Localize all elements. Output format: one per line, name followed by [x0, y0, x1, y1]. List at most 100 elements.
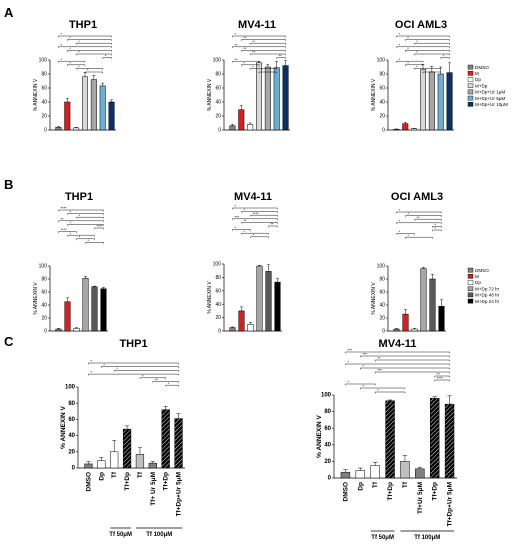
- sig-label: *: [425, 68, 427, 73]
- panel-letter-b: B: [4, 177, 13, 192]
- bar-m: [238, 310, 245, 332]
- bar-tf-dp: [161, 409, 170, 469]
- sig-label: ****: [61, 227, 68, 232]
- sig-label: *: [252, 64, 254, 69]
- bar-dmso: [84, 463, 93, 469]
- y-tick-label: 0: [382, 128, 385, 134]
- sig-label: *: [416, 64, 418, 69]
- y-tick-label: 100: [39, 264, 48, 270]
- bar-dp: [73, 127, 80, 131]
- y-tick-label: 100: [321, 393, 332, 399]
- legend-swatch: [467, 286, 474, 292]
- x-category-label: DMSO: [342, 482, 349, 502]
- sig-label: *: [235, 204, 237, 209]
- bar-dp: [247, 124, 254, 131]
- bar-m: [238, 109, 245, 131]
- sig-label: *: [244, 229, 246, 234]
- legend-label: M+Dp: [475, 83, 488, 88]
- y-axis-title: % ANNEXIN V: [371, 282, 377, 315]
- bar-dmso: [55, 328, 62, 332]
- sig-label: *: [377, 388, 379, 393]
- sig-label: *: [253, 232, 255, 237]
- legend-label: M+Dp 24 hr: [475, 299, 500, 304]
- chart-title: THP1: [65, 191, 93, 203]
- bar-m-dp-ur-5-m: [437, 73, 444, 131]
- sig-label: *: [60, 32, 62, 37]
- y-tick-label: 60: [68, 417, 75, 423]
- y-tick-label: 100: [39, 58, 48, 64]
- bar-tf-dp-ur-5-m: [444, 403, 455, 479]
- legend-label: M: [475, 71, 479, 76]
- sig-label: *: [235, 225, 237, 230]
- bar-tf-dp-ur-5-m: [174, 418, 183, 469]
- sig-label: **: [252, 50, 256, 55]
- sig-label: *: [234, 32, 236, 37]
- sig-label: *: [60, 42, 62, 47]
- sig-label: *: [407, 60, 409, 65]
- panel-letter-a: A: [4, 5, 14, 20]
- legend-label: M+Dp 72 hr: [475, 286, 500, 291]
- bar-m-dp-ur-1-m: [264, 66, 271, 131]
- y-tick-label: 20: [215, 315, 221, 321]
- x-category-label: Tf: [402, 481, 409, 488]
- x-category-label: Tf+Dp: [163, 472, 170, 491]
- y-tick-label: 100: [213, 262, 222, 268]
- sig-label: *: [398, 57, 400, 62]
- sig-label: *: [87, 68, 89, 73]
- bar-tf-ur-5-m: [148, 462, 157, 469]
- y-tick-label: 100: [377, 58, 386, 64]
- sig-label: **: [244, 218, 248, 223]
- y-tick-label: 20: [41, 114, 47, 120]
- y-tick-label: 100: [377, 264, 386, 270]
- sig-label: *: [416, 39, 418, 44]
- bar-tf-dp: [122, 428, 132, 469]
- y-axis-title: % ANNEXIN V: [371, 78, 377, 111]
- bar-tf: [135, 453, 145, 469]
- chart-title: OCI AML3: [391, 191, 443, 203]
- y-tick-label: 80: [379, 277, 385, 283]
- bar-dmso: [55, 126, 62, 131]
- bar-m-dp-48-hr: [265, 271, 272, 332]
- bar-tf: [110, 451, 119, 469]
- legend-swatch: [467, 83, 474, 88]
- sig-label: *: [435, 226, 437, 231]
- sig-label: **: [234, 42, 238, 47]
- sig-label: *: [398, 32, 400, 37]
- bar-m-dp-ur-1-m: [90, 79, 97, 131]
- x-category-label: Tf+Dp+Ur 5μM: [176, 472, 183, 516]
- bar-m-dp-ur-1-m: [428, 71, 435, 131]
- sig-label: *: [408, 211, 410, 216]
- legend-swatch: [467, 280, 474, 285]
- sig-label: *: [105, 53, 107, 58]
- sig-label: *: [79, 213, 81, 218]
- sig-label: ****: [437, 376, 444, 381]
- y-tick-label: 40: [215, 302, 221, 308]
- sig-label: ***: [362, 352, 367, 357]
- legend-label: M: [475, 274, 479, 279]
- bar-m: [64, 101, 71, 131]
- sig-label: *: [399, 229, 401, 234]
- bar-m-dp-48-hr: [429, 278, 436, 332]
- y-axis-title: % ANNEXIN V: [60, 405, 67, 448]
- y-tick-label: 60: [215, 86, 221, 92]
- bar-m-dp-24-hr: [100, 288, 107, 332]
- bar-dmso: [393, 328, 400, 332]
- sig-label: *: [79, 234, 81, 239]
- y-tick-label: 0: [382, 329, 385, 335]
- bar-dp: [97, 460, 106, 469]
- legend-label: M+Dp+Ur 10μM: [475, 102, 508, 107]
- y-tick-label: 80: [215, 72, 221, 78]
- bar-dp: [411, 328, 418, 332]
- sig-label: *: [70, 209, 72, 214]
- legend-label: M+Dp+Ur 1μM: [475, 90, 505, 95]
- bar-m-dp: [82, 76, 88, 131]
- y-tick-label: 60: [379, 290, 385, 296]
- sig-label: *: [78, 64, 80, 69]
- y-tick-label: 40: [68, 433, 75, 439]
- sig-label: **: [61, 216, 65, 221]
